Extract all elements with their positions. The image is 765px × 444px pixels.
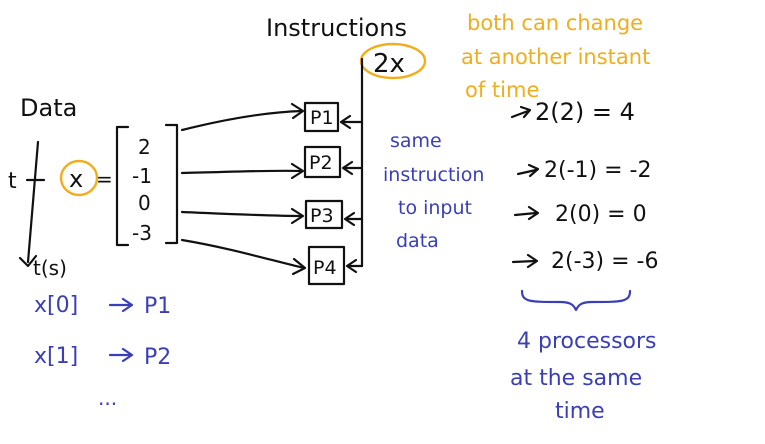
instruction-arrow-p4-head [345, 258, 358, 274]
mapping-ellipsis: ... [98, 386, 117, 410]
data-arrow-1-head [290, 102, 305, 120]
same-instruction-line-4: data [396, 230, 439, 252]
result-arrow-head [526, 253, 539, 269]
result-arrow-head [519, 105, 532, 119]
same-instruction-line-1: same [390, 130, 442, 152]
vector-element: 2 [138, 135, 151, 159]
same-instruction-line-3: to input [398, 197, 472, 219]
processors-note-line-1: 4 processors [517, 329, 657, 354]
processor-label-p1: P1 [310, 107, 334, 129]
instruction-value: 2x [373, 49, 405, 79]
same-instruction-line-2: instruction [383, 164, 484, 186]
x-highlight [59, 159, 99, 197]
mapping-input: x[1] [34, 344, 78, 369]
data-arrow-2-head [290, 162, 305, 180]
data-arrow-4 [180, 238, 306, 270]
result-p2: 2(-1) = -2 [544, 158, 651, 183]
vector-right-bracket [164, 123, 179, 245]
vector-element: 0 [138, 191, 151, 215]
data-arrow-2 [180, 169, 304, 175]
processor-box-p4 [307, 245, 346, 286]
time-axis-arrowhead [18, 254, 38, 268]
processors-note-line-2: at the same [510, 366, 642, 391]
instructions-title: Instructions [266, 14, 407, 42]
processor-label-p3: P3 [310, 205, 334, 227]
result-arrow-head [527, 163, 540, 178]
result-p3: 2(0) = 0 [555, 202, 647, 227]
time-axis-label: t(s) [33, 256, 67, 280]
instruction-arrow-p2-head [341, 160, 354, 176]
result-p4: 2(-3) = -6 [551, 249, 658, 274]
change-note-line-3: of time [465, 78, 539, 102]
results-brace [520, 289, 632, 312]
processor-box-p1 [303, 101, 340, 133]
processors-note-line-3: time [555, 399, 605, 424]
mapping-arrow-head [121, 297, 134, 313]
result-p1: 2(2) = 4 [535, 98, 635, 126]
result-arrow [513, 211, 538, 217]
time-axis [26, 140, 40, 264]
result-arrow [510, 109, 530, 119]
data-arrow-3-head [290, 207, 305, 225]
data-label: Data [20, 94, 77, 122]
mapping-processor: P1 [144, 294, 171, 319]
instruction-arrow-p1-head [339, 114, 352, 130]
result-arrow-head [527, 205, 540, 221]
data-arrow-1 [180, 109, 304, 132]
t-label: t [8, 169, 17, 194]
change-note-line-1: both can change [467, 11, 643, 35]
mapping-input: x[0] [34, 293, 78, 318]
vector-left-bracket [115, 125, 130, 247]
data-arrow-3 [180, 210, 304, 218]
processor-label-p2: P2 [309, 152, 333, 174]
mapping-processor: P2 [144, 345, 171, 370]
processor-box-p2 [303, 145, 342, 179]
instruction-arrow-p3-head [343, 211, 356, 227]
x-variable: x [69, 165, 83, 193]
vector-element: -3 [132, 221, 152, 245]
processor-label-p4: P4 [313, 257, 337, 279]
change-note-line-2: at another instant [461, 45, 650, 69]
data-arrow-4-head [291, 257, 307, 276]
result-arrow [511, 259, 537, 264]
vector-element: -1 [132, 164, 152, 188]
processor-box-p3 [304, 199, 344, 230]
result-arrow [516, 168, 538, 176]
mapping-arrow-head [121, 347, 134, 363]
equals-sign: = [96, 167, 113, 191]
